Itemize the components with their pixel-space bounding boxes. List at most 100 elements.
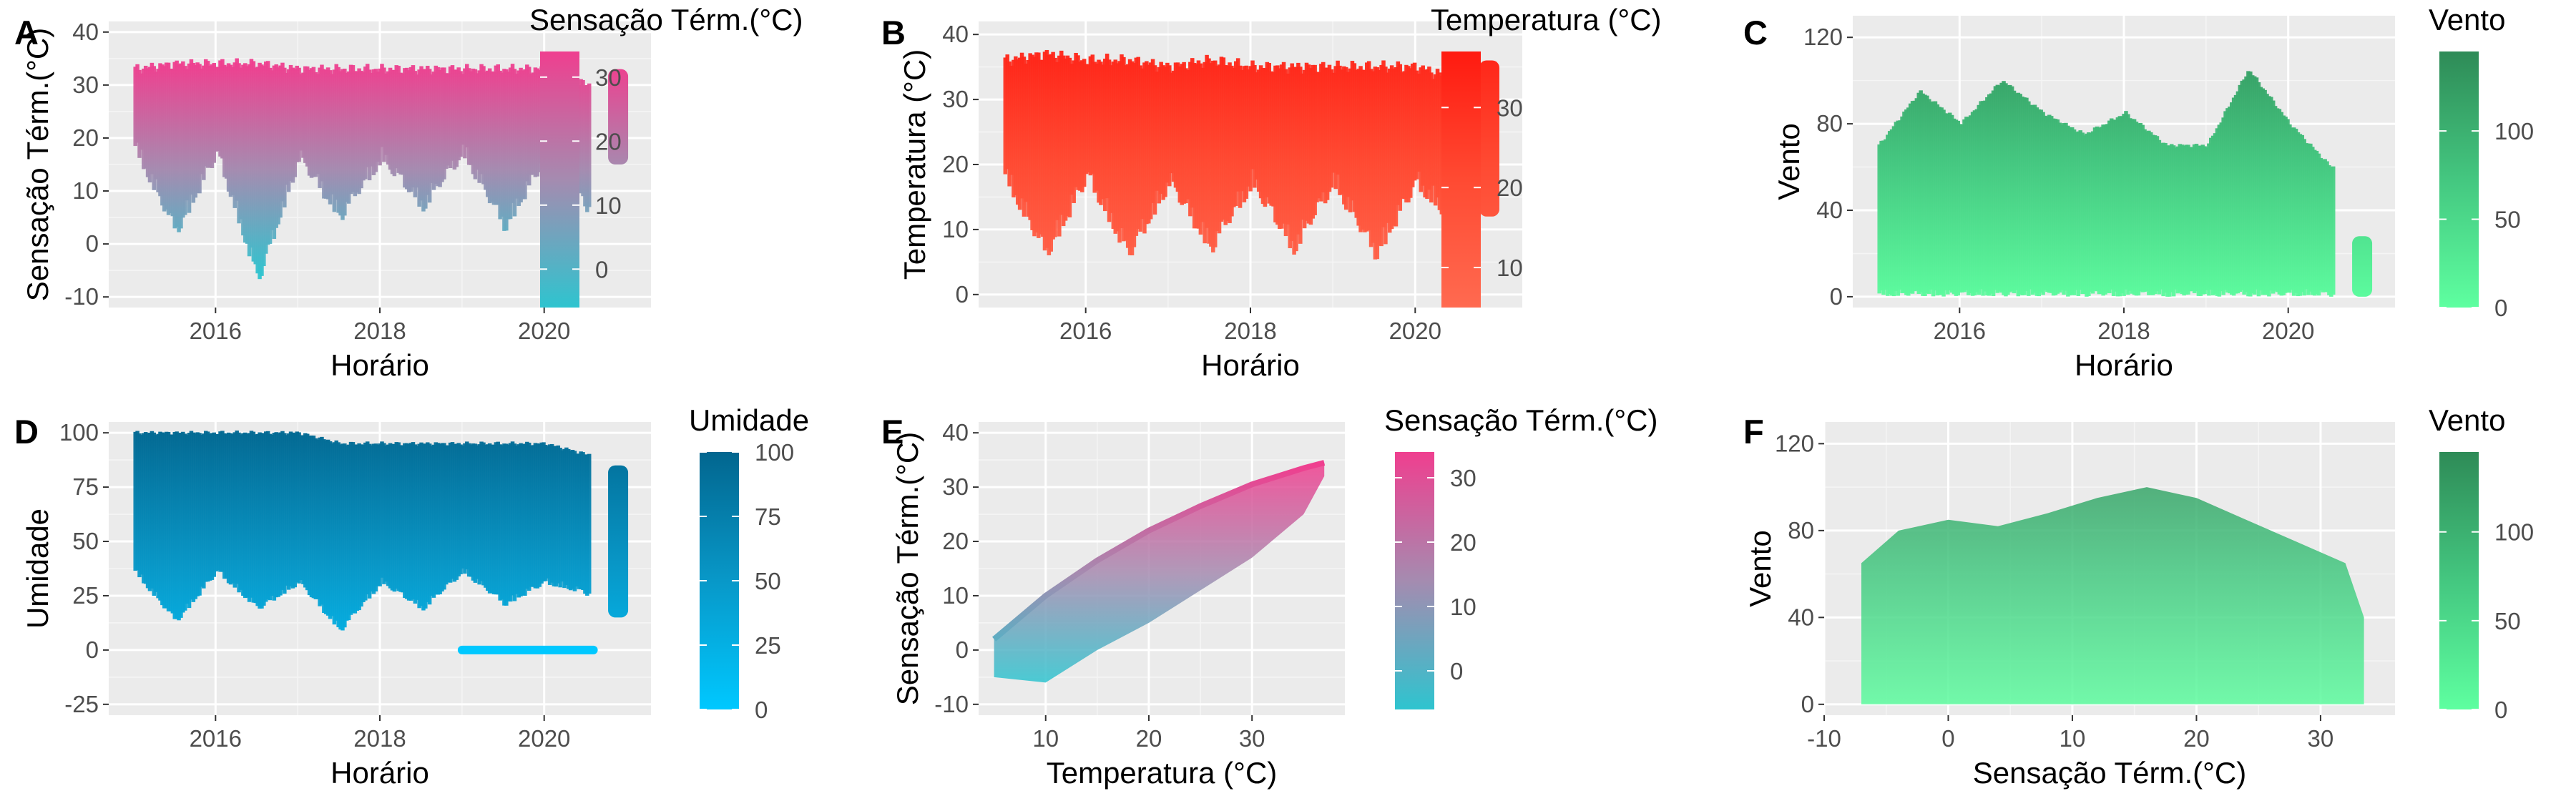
data-strip [243,63,248,243]
x-tick-label: 0 [1941,725,1954,752]
data-strip [1138,65,1142,232]
data-strip [500,72,504,217]
data-strip [210,433,215,580]
data-strip [568,450,573,591]
x-tick-label: 2018 [353,318,406,344]
y-axis-title: Temperatura (°C) [898,49,931,280]
data-strip [253,67,258,265]
data-strip [406,444,411,601]
data-strip [1063,58,1068,221]
x-axis-title: Horário [1201,348,1300,382]
data-strip [322,69,326,199]
data-strip [417,443,421,609]
data-strip [2196,145,2201,296]
y-tick-label: 40 [72,19,99,45]
data-strip [232,432,237,588]
data-strip [577,453,581,589]
data-strip [491,444,496,594]
data-strip [203,431,208,582]
data-strip [1203,62,1207,244]
data-strip [325,67,330,200]
data-strip [2258,87,2263,291]
data-strip [390,443,395,591]
data-strip [1258,65,1263,199]
data-strip [338,71,343,216]
data-strip [396,66,401,173]
data-strip [1145,61,1149,225]
y-tick-label: 30 [72,72,99,98]
x-tick-label: 10 [2060,725,2086,752]
data-strip [1069,64,1074,195]
data-strip [1113,59,1118,234]
data-strip [1358,66,1363,232]
data-strip [1246,69,1250,187]
data-strip [1040,59,1045,237]
data-strip [2217,124,2222,297]
data-strip [351,65,356,192]
data-strip [1906,107,1911,296]
data-strip [1989,93,1994,294]
data-strip [1429,72,1434,203]
data-strip [1169,72,1174,174]
legend-tick-label: 30 [1450,465,1476,491]
data-strip [2126,114,2130,295]
data-strip [263,62,268,254]
data-strip [570,449,575,589]
x-axis-title: Sensação Térm.(°C) [1973,756,2246,790]
data-strip [523,443,527,596]
y-tick-label: 0 [86,637,99,663]
data-strip [1336,60,1340,175]
data-strip [218,60,222,157]
data-strip [1205,54,1209,228]
y-axis-title: Sensação Térm.(°C) [891,432,924,705]
data-strip [2331,166,2336,295]
data-strip [1094,63,1099,191]
data-strip [1221,57,1226,220]
data-strip [272,65,277,240]
data-strip [2283,117,2288,293]
data-strip [1381,60,1386,227]
data-strip [1972,110,1977,296]
data-strip [311,67,316,177]
data-strip [1044,49,1049,248]
data-strip [2235,91,2240,294]
data-strip [572,451,577,591]
data-strip [1879,140,1884,291]
data-strip [1412,62,1417,181]
data-strip [1962,119,1967,293]
data-strip [1891,126,1896,297]
data-strip [1244,65,1249,199]
data-strip [581,79,585,197]
data-strip [2225,108,2230,293]
data-strip [1887,131,1892,295]
data-strip [168,68,173,213]
data-strip [1379,64,1384,247]
x-tick-label: 10 [1032,725,1059,752]
data-strip [170,69,175,217]
data-strip [1315,72,1319,202]
data-strip [1097,59,1101,203]
legend-title: Vento [2429,403,2505,437]
y-tick-label: 30 [942,473,969,500]
data-strip [309,435,314,598]
data-strip [324,440,328,614]
data-strip [247,64,252,257]
data-strip [1248,66,1253,192]
x-tick-label: 2016 [190,318,242,344]
data-strip [384,73,388,155]
data-strip [408,443,413,601]
data-strip [2030,104,2035,295]
data-strip [2198,145,2203,296]
data-strip [303,66,308,163]
legend-title: Sensação Térm.(°C) [529,3,803,36]
data-strip [525,441,529,589]
data-strip [456,443,461,576]
data-strip [2293,129,2298,293]
data-strip [386,71,391,165]
data-strip [2302,139,2306,296]
data-strip [2092,127,2097,291]
data-strip [392,443,397,592]
data-strip [1941,109,1946,297]
data-strip [2304,143,2308,290]
data-strip [262,66,266,267]
